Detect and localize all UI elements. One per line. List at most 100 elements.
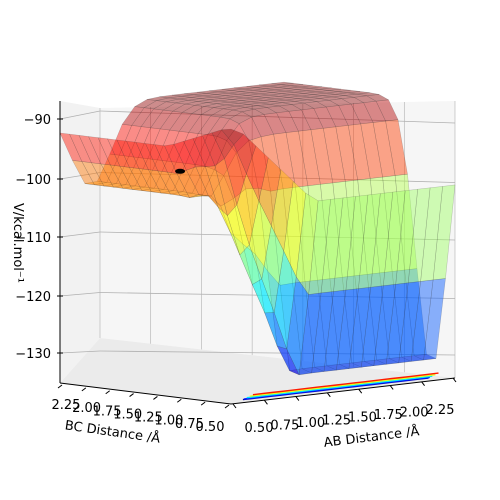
surface-facet xyxy=(350,102,374,125)
z-axis-ticks: −90 −100 −110 −120 −130 xyxy=(15,113,63,362)
surface-facet xyxy=(248,136,271,192)
surface-facet xyxy=(281,91,304,96)
surface-facet xyxy=(238,116,262,141)
surface-facet xyxy=(219,109,243,120)
surface-facet xyxy=(301,366,325,374)
surface-facet xyxy=(260,133,284,192)
surface-facet xyxy=(341,97,365,105)
x-tick-mark xyxy=(264,399,268,405)
surface-facet xyxy=(103,183,126,188)
surface-facet xyxy=(204,103,227,108)
surface-facet xyxy=(126,140,149,170)
surface-facet xyxy=(81,161,105,187)
surface-facet xyxy=(370,191,394,288)
surface-facet xyxy=(159,94,182,99)
surface-facet xyxy=(388,356,412,364)
surface-facet xyxy=(271,169,294,252)
surface-facet xyxy=(407,187,431,284)
surface-facet xyxy=(241,108,265,118)
surface-facet xyxy=(262,89,285,93)
surface-facet xyxy=(167,171,190,198)
surface-facet xyxy=(395,188,418,285)
surface-facet xyxy=(157,129,180,162)
surface-facet xyxy=(275,97,298,101)
surface-facet xyxy=(229,111,253,124)
surface-facet xyxy=(298,129,321,187)
surface-facet xyxy=(333,196,356,292)
z-tick-label: −120 xyxy=(15,290,51,305)
surface-facet xyxy=(59,132,83,162)
surface-facet xyxy=(147,96,170,101)
surface-facet xyxy=(265,87,288,91)
surface-facet xyxy=(263,98,286,102)
surface-facet xyxy=(275,88,298,92)
surface-facet xyxy=(345,194,369,291)
surface-facet xyxy=(178,113,202,133)
surface-facet xyxy=(212,95,235,99)
surface-facet xyxy=(100,163,124,189)
surface-facet xyxy=(166,98,189,104)
surface-facet xyxy=(383,190,406,286)
surface-facet xyxy=(147,128,170,161)
surface-facet xyxy=(186,166,209,197)
surface-facet xyxy=(290,84,313,88)
surface-facet xyxy=(203,94,226,98)
surface-facet xyxy=(106,154,130,184)
surface-facet xyxy=(326,364,350,371)
surface-facet xyxy=(207,116,231,137)
z-tick-label: −100 xyxy=(15,173,51,188)
surface-facet xyxy=(160,190,183,195)
surface-facet xyxy=(365,94,390,102)
surface-facet xyxy=(313,92,336,96)
surface-facet xyxy=(303,101,327,109)
saddle-marker xyxy=(175,168,186,174)
surface-facet xyxy=(164,143,187,174)
surface-facet xyxy=(218,90,241,94)
surface-facet xyxy=(175,99,198,105)
surface-facet xyxy=(200,96,223,100)
surface-facet xyxy=(309,86,332,90)
surface-facet xyxy=(214,158,238,217)
surface-facet xyxy=(237,92,260,96)
surface-facet xyxy=(184,91,207,96)
surface-facet xyxy=(278,85,301,89)
surface-facet xyxy=(166,131,189,163)
back-pane-left xyxy=(60,101,100,383)
surface-facet xyxy=(294,90,317,94)
surface-facet xyxy=(251,114,274,138)
z-grid-line xyxy=(99,292,456,299)
y-tick-label: 0.50 xyxy=(196,420,225,435)
surface-facet xyxy=(286,276,309,376)
surface-facet xyxy=(240,89,263,94)
y-tick-label: 1.00 xyxy=(154,414,183,429)
surface-facet xyxy=(250,100,273,104)
surface-facet xyxy=(192,135,216,167)
surface-facet xyxy=(196,90,219,94)
surface-facet xyxy=(310,95,333,99)
surface-facet xyxy=(195,166,219,207)
surface-facet xyxy=(269,93,292,97)
surface-facet xyxy=(398,281,421,364)
x-tick-label: 2.00 xyxy=(400,406,429,421)
surface-facet xyxy=(273,250,297,349)
surface-facet xyxy=(116,156,139,185)
surface-facet xyxy=(285,130,309,188)
surface-facet xyxy=(258,157,282,227)
surface-facet xyxy=(292,281,315,369)
surface-facet xyxy=(328,98,352,106)
grid-lines xyxy=(59,101,456,378)
surface-facet xyxy=(216,118,240,141)
surface-facet xyxy=(266,105,290,114)
surface-facet xyxy=(194,102,217,107)
surface-facet xyxy=(221,87,244,91)
surface-facet xyxy=(247,102,270,106)
surface-facet xyxy=(84,180,107,186)
surface-facet xyxy=(282,186,306,284)
surface-facet xyxy=(210,108,234,118)
y-axis-ticks: 2.252.001.751.501.251.000.750.50 xyxy=(52,384,230,435)
surface-facet xyxy=(320,182,343,279)
surface-facet xyxy=(206,91,229,95)
y-tick-label: 2.00 xyxy=(72,401,101,416)
surface-facet xyxy=(272,99,295,103)
surface-facet xyxy=(231,88,254,92)
